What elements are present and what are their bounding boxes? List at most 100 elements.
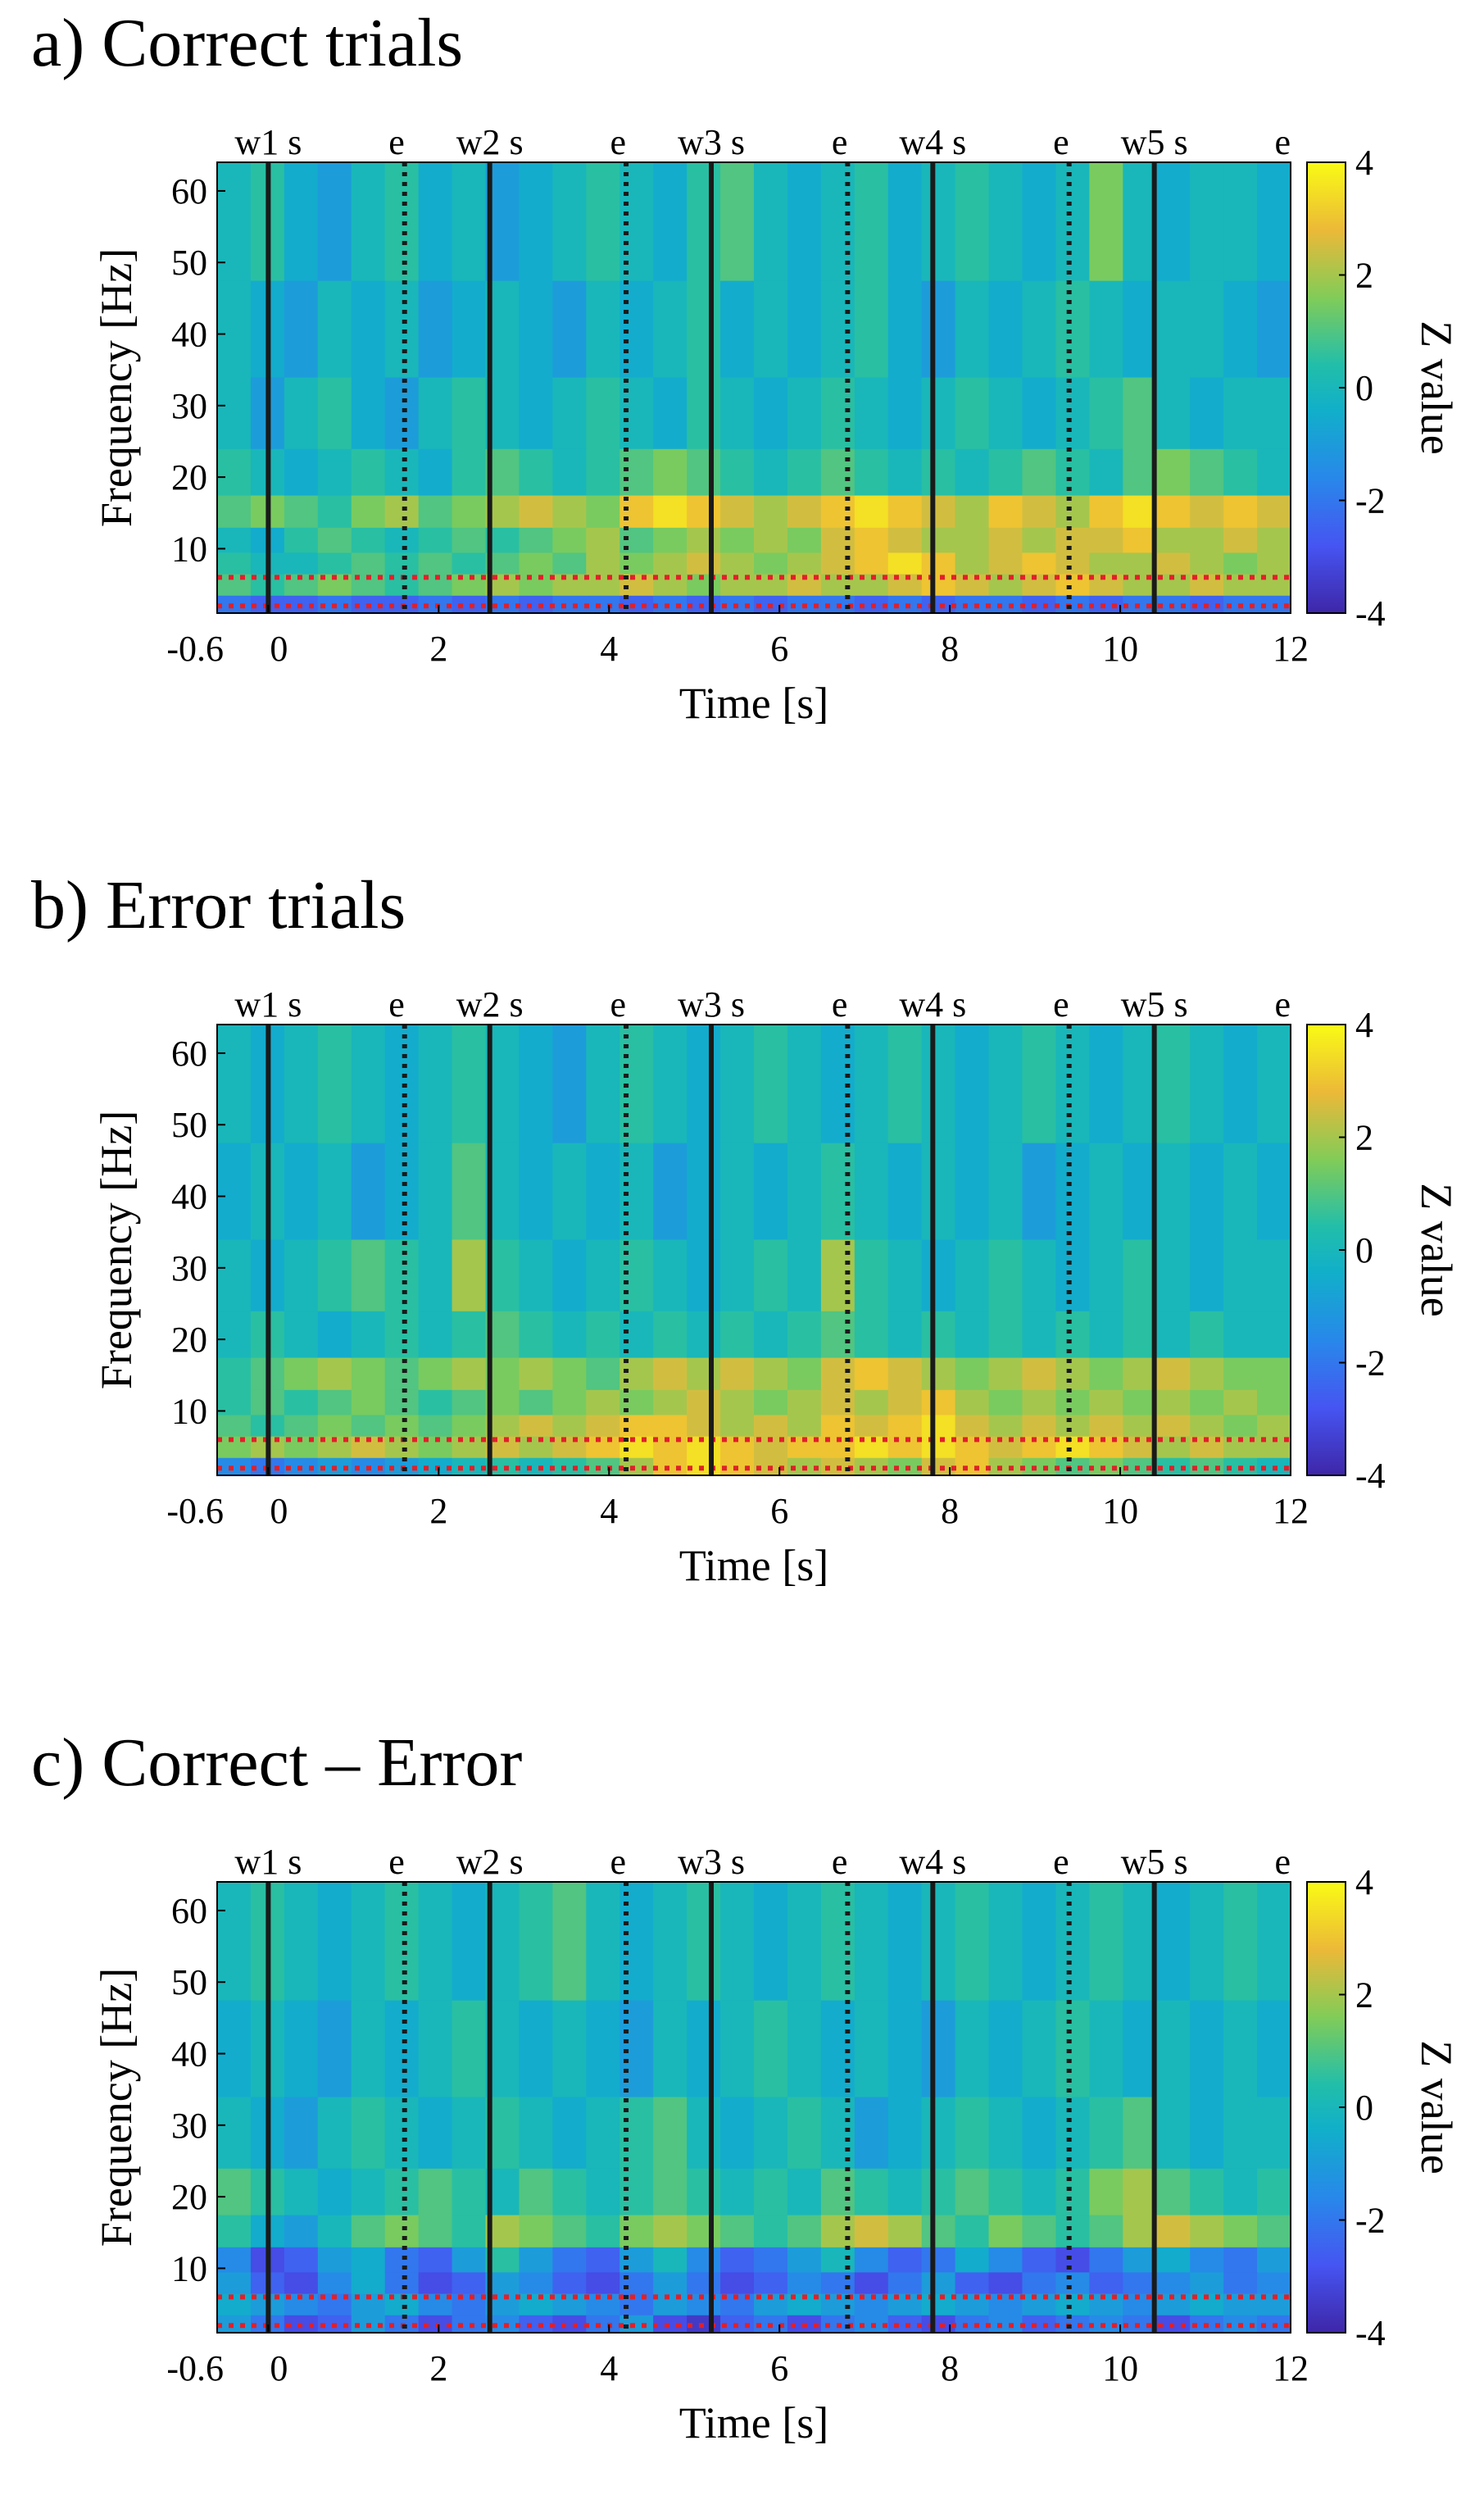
event-label: w5 s: [1121, 122, 1188, 162]
heatmap-cell: [921, 2271, 956, 2294]
heatmap-cell: [854, 2271, 889, 2294]
heatmap-cell: [1156, 2000, 1191, 2097]
heatmap-cell: [687, 552, 721, 575]
heatmap-cell: [586, 280, 620, 378]
heatmap-cell: [921, 376, 956, 449]
heatmap-cell: [284, 1882, 319, 2001]
heatmap-cell: [1022, 2293, 1057, 2315]
heatmap-cell: [921, 280, 956, 378]
heatmap-cell: [854, 527, 889, 553]
heatmap-cell: [1223, 552, 1258, 575]
heatmap-cell: [452, 2271, 487, 2294]
heatmap-cell: [1123, 1457, 1157, 1476]
heatmap-cell: [720, 1025, 755, 1143]
heatmap-cell: [351, 494, 386, 528]
heatmap-cell: [754, 376, 788, 449]
heatmap-cell: [552, 1414, 587, 1437]
heatmap-cell: [1089, 2168, 1123, 2215]
heatmap-cell: [1257, 280, 1291, 378]
heatmap-cell: [653, 1357, 688, 1390]
event-label: w5 s: [1121, 1842, 1188, 1882]
heatmap-cell: [955, 1025, 990, 1143]
heatmap-cell: [452, 2315, 487, 2334]
heatmap-cell: [586, 1025, 620, 1143]
heatmap-cell: [418, 376, 453, 449]
heatmap-cell: [1123, 448, 1157, 496]
event-label: w4 s: [899, 984, 966, 1025]
heatmap-cell: [1190, 280, 1224, 378]
heatmap-cell: [887, 2247, 923, 2273]
heatmap-cell: [452, 2096, 487, 2169]
heatmap-cell: [317, 280, 352, 378]
heatmap-cell: [687, 162, 721, 281]
heatmap-cell: [519, 1389, 553, 1416]
heatmap-cell: [854, 1882, 889, 2001]
heatmap-cell: [586, 2096, 620, 2169]
xtick-label: -0.6: [166, 2348, 224, 2388]
heatmap-cell: [720, 552, 755, 575]
heatmap-cell: [284, 494, 319, 528]
heatmap-cell: [988, 1435, 1023, 1458]
heatmap-cell: [1089, 2271, 1123, 2294]
heatmap-cell: [619, 2271, 654, 2294]
heatmap-cell: [1156, 1238, 1191, 1311]
heatmap-cell: [317, 527, 352, 553]
heatmap-cell: [519, 2096, 553, 2169]
ytick-label: 30: [171, 2106, 207, 2146]
heatmap-cell: [1123, 527, 1157, 553]
heatmap-cell: [988, 1025, 1023, 1143]
heatmap-cell: [955, 1357, 990, 1390]
heatmap-cell: [586, 2315, 620, 2334]
heatmap-cell: [887, 1882, 923, 2001]
heatmap-cell: [787, 1143, 822, 1240]
panel-title: b) Error trials: [31, 867, 406, 943]
heatmap-cell: [519, 2000, 553, 2097]
event-label: w3 s: [678, 1842, 745, 1882]
heatmap-cell: [284, 448, 319, 496]
heatmap-cell: [955, 2315, 990, 2334]
heatmap-cell: [217, 2096, 252, 2169]
heatmap-cell: [653, 162, 688, 281]
heatmap-cell: [586, 1389, 620, 1416]
heatmap-cell: [351, 1882, 386, 2001]
heatmap-cell: [1055, 280, 1090, 378]
heatmap-cell: [284, 552, 319, 575]
heatmap-cell: [955, 2214, 990, 2247]
heatmap-cell: [854, 1311, 889, 1358]
heatmap-cell: [586, 1882, 620, 2001]
ytick-label: 10: [171, 2248, 207, 2288]
heatmap-cell: [687, 1882, 721, 2001]
heatmap-cell: [1156, 1357, 1191, 1390]
heatmap-cell: [1089, 2000, 1123, 2097]
heatmap-cell: [619, 1414, 654, 1437]
heatmap-cell: [687, 280, 721, 378]
heatmap-cell: [452, 1882, 487, 2001]
heatmap-cell: [1156, 1143, 1191, 1240]
heatmap-cell: [586, 1435, 620, 1458]
xtick-label: 10: [1102, 1491, 1138, 1531]
heatmap-cell: [887, 2096, 923, 2169]
heatmap-cell: [653, 1435, 688, 1458]
heatmap-cell: [720, 2214, 755, 2247]
heatmap-cell: [1257, 552, 1291, 575]
heatmap-cell: [1022, 2214, 1057, 2247]
heatmap-cell: [586, 595, 620, 614]
heatmap-cell: [887, 573, 923, 596]
heatmap-cell: [217, 2214, 252, 2247]
heatmap-cell: [1022, 573, 1057, 596]
heatmap-cell: [418, 1882, 453, 2001]
heatmap-cell: [452, 162, 487, 281]
heatmap-cell: [217, 595, 252, 614]
event-label: w1 s: [234, 984, 302, 1025]
heatmap-cell: [351, 2247, 386, 2273]
heatmap-cell: [921, 1435, 956, 1458]
heatmap-cell: [452, 595, 487, 614]
heatmap-cell: [787, 376, 822, 449]
heatmap-cell: [1257, 1238, 1291, 1311]
heatmap-cell: [1123, 1311, 1157, 1358]
heatmap-cell: [1022, 1389, 1057, 1416]
colorbar-tick-label: -2: [1355, 481, 1386, 521]
heatmap-cell: [1089, 1389, 1123, 1416]
heatmap-cell: [687, 1143, 721, 1240]
heatmap-cell: [1156, 2096, 1191, 2169]
